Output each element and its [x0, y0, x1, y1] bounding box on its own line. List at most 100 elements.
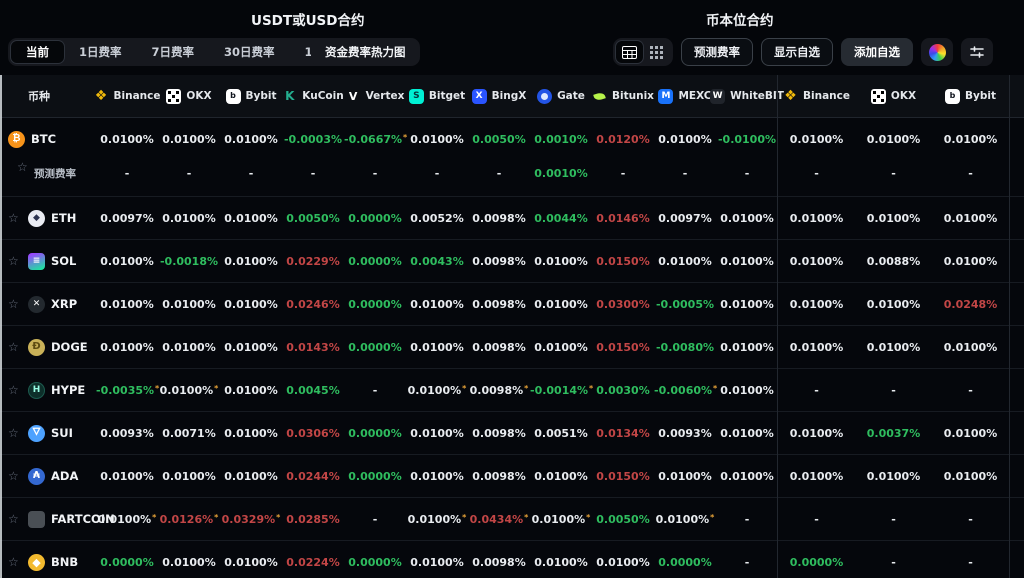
rate-cell: 0.0098%*: [469, 383, 529, 397]
add-favorites-button[interactable]: 添加自选: [841, 38, 913, 66]
exchange-header-okx[interactable]: OKX: [158, 88, 220, 104]
rate-cell: 0.0150%: [596, 469, 650, 483]
rate-cell: 0.0285%: [286, 512, 340, 526]
coin-section-title: 币本位合约: [706, 13, 774, 29]
exchange-header-okx[interactable]: OKX: [855, 88, 932, 104]
coin-cell-sui[interactable]: ☆ 🜄 SUI: [8, 424, 73, 442]
okx-icon: [870, 88, 886, 104]
table-row-ada[interactable]: ☆ ₳ ADA 0.0100% 0.0100% 0.0100% 0.0244% 0.0000%…: [0, 455, 1024, 498]
favorite-star-icon[interactable]: ☆: [8, 469, 19, 483]
coin-cell-doge[interactable]: ☆ Ð DOGE: [8, 338, 88, 356]
binance-icon: ❖: [784, 88, 797, 104]
rate-cell: 0.0100%: [866, 211, 921, 225]
rate-cell: -0.0018%: [159, 254, 219, 268]
table-view-icon[interactable]: [616, 41, 643, 63]
filter-sliders-icon[interactable]: [961, 38, 993, 66]
coin-cell-xrp[interactable]: ☆ ✕ XRP: [8, 295, 78, 313]
mexc-icon: M: [658, 88, 674, 104]
rate-cell: -: [744, 166, 750, 180]
exchange-header-whitebit[interactable]: W WhiteBIT: [710, 88, 784, 104]
table-row-hype[interactable]: ☆ H HYPE -0.0035%* 0.0100%* 0.0100% 0.0045% -0.…: [0, 369, 1024, 412]
bybit-icon: b: [225, 88, 241, 104]
favorite-star-icon[interactable]: ☆: [8, 211, 19, 225]
rate-cell: 0.0100%: [943, 132, 998, 146]
rate-cell: -0.0100%: [717, 132, 777, 146]
heatmap-button[interactable]: 资金费率热力图: [311, 38, 420, 66]
rate-cell: 0.0100%: [534, 297, 588, 311]
okx-icon: [166, 88, 182, 104]
coin-cell-sol[interactable]: ☆ ≡ SOL: [8, 252, 77, 270]
table-row-btc-block[interactable]: ₿ BTC 0.0100% 0.0100% 0.0100% -0.0003% -0.0667…: [0, 118, 1024, 197]
rate-cell: 0.0100%: [789, 426, 844, 440]
rate-cell: 0.0100%*: [531, 512, 591, 526]
rate-cell: -: [814, 166, 819, 180]
table-row-fartcoin[interactable]: ☆ FARTCOIN 0.0100%* 0.0126%* 0.0329%* 0.0285%…: [0, 498, 1024, 541]
exchange-header-bybit[interactable]: b Bybit: [220, 88, 282, 104]
rate-cell: 0.0100%: [410, 426, 464, 440]
table-row-sol[interactable]: ☆ ≡ SOL 0.0100% -0.0018% 0.0100% 0.0229% 0.0000…: [0, 240, 1024, 283]
rate-cell: 0.0100%: [789, 469, 844, 483]
rate-cell: -: [744, 512, 750, 526]
color-palette-icon[interactable]: [921, 38, 953, 66]
favorite-star-icon[interactable]: ☆: [8, 383, 19, 397]
rate-cell: 0.0100%: [162, 211, 216, 225]
favorite-star-icon[interactable]: ☆: [17, 160, 28, 174]
rate-cell: 0.0000%: [348, 340, 402, 354]
tab-当前[interactable]: 当前: [11, 41, 64, 63]
coin-cell-bnb[interactable]: ☆ ◆ BNB: [8, 553, 79, 571]
favorite-star-icon[interactable]: ☆: [8, 512, 19, 526]
show-favorites-button[interactable]: 显示自选: [761, 38, 833, 66]
table-row-eth[interactable]: ☆ ◆ ETH 0.0097% 0.0100% 0.0100% 0.0050% 0.0000%…: [0, 197, 1024, 240]
rate-cell: 0.0044%: [534, 211, 588, 225]
rate-cell: -0.0035%*: [96, 383, 160, 397]
rate-cell: 0.0100%: [789, 340, 844, 354]
rate-cell: 0.0100%: [720, 383, 774, 397]
table-row-sui[interactable]: ☆ 🜄 SUI 0.0093% 0.0071% 0.0100% 0.0306% 0.0000%…: [0, 412, 1024, 455]
exchange-header-binance[interactable]: ❖ Binance: [784, 88, 850, 104]
rate-cell: 0.0100%*: [407, 512, 467, 526]
rate-cell: 0.0100%: [789, 254, 844, 268]
exchange-header-kucoin[interactable]: K KuCoin: [282, 89, 344, 104]
tab-30日费率[interactable]: 30日费率: [209, 41, 290, 63]
favorite-star-icon[interactable]: ☆: [8, 555, 19, 569]
rate-cell: 0.0100%: [100, 132, 154, 146]
rate-cell: 0.0100%: [534, 340, 588, 354]
exchange-header-bitunix[interactable]: Bitunix: [592, 89, 654, 104]
rate-cell: 0.0100%: [410, 297, 464, 311]
bybit-icon: b: [945, 88, 960, 104]
rate-cell: 0.0045%: [286, 383, 340, 397]
exchange-header-bybit[interactable]: b Bybit: [932, 88, 1009, 104]
favorite-star-icon[interactable]: ☆: [8, 254, 19, 268]
rate-cell: 0.0248%: [943, 297, 998, 311]
coin-cell-btc[interactable]: ₿ BTC: [0, 130, 96, 148]
tab-1日费率[interactable]: 1日费率: [64, 41, 137, 63]
rate-cell: 0.0037%: [866, 426, 921, 440]
exchange-header-gate[interactable]: Gate: [530, 88, 592, 104]
eth-coin-icon: ◆: [28, 209, 45, 227]
favorite-star-icon[interactable]: ☆: [8, 340, 19, 354]
coin-cell-hype[interactable]: ☆ H HYPE: [8, 381, 86, 399]
exchange-header-bitget[interactable]: S Bitget: [406, 88, 468, 104]
rate-cell: -: [372, 512, 378, 526]
exchange-header-bingx[interactable]: X BingX: [468, 88, 530, 104]
table-row-bnb[interactable]: ☆ ◆ BNB 0.0000% 0.0100% 0.0100% 0.0224% 0.0000%…: [0, 541, 1024, 578]
favorite-star-icon[interactable]: ☆: [8, 426, 19, 440]
rate-cell: -0.0014%*: [530, 383, 594, 397]
rate-cell: 0.0000%: [348, 555, 402, 569]
coin-cell-fartcoin[interactable]: ☆ FARTCOIN: [8, 510, 115, 528]
favorite-star-icon[interactable]: ☆: [8, 297, 19, 311]
coin-cell-eth[interactable]: ☆ ◆ ETH: [8, 209, 77, 227]
rate-cell: 0.0030%: [596, 383, 650, 397]
table-row-doge[interactable]: ☆ Ð DOGE 0.0100% 0.0100% 0.0100% 0.0143% 0.0000…: [0, 326, 1024, 369]
tab-7日费率[interactable]: 7日费率: [137, 41, 210, 63]
coin-cell-ada[interactable]: ☆ ₳ ADA: [8, 467, 79, 485]
exchange-header-mexc[interactable]: M MEXC: [654, 88, 716, 104]
predicted-rate-button[interactable]: 预测费率: [681, 38, 753, 66]
rate-cell: -: [814, 512, 819, 526]
rate-cell: -: [891, 512, 896, 526]
grid-view-icon[interactable]: [643, 41, 670, 63]
table-row-xrp[interactable]: ☆ ✕ XRP 0.0100% 0.0100% 0.0100% 0.0246% 0.0000%…: [0, 283, 1024, 326]
coin-column-header: 币种: [28, 90, 50, 103]
exchange-header-vertex[interactable]: V Vertex: [344, 89, 406, 104]
exchange-header-binance[interactable]: ❖ Binance: [94, 88, 161, 104]
